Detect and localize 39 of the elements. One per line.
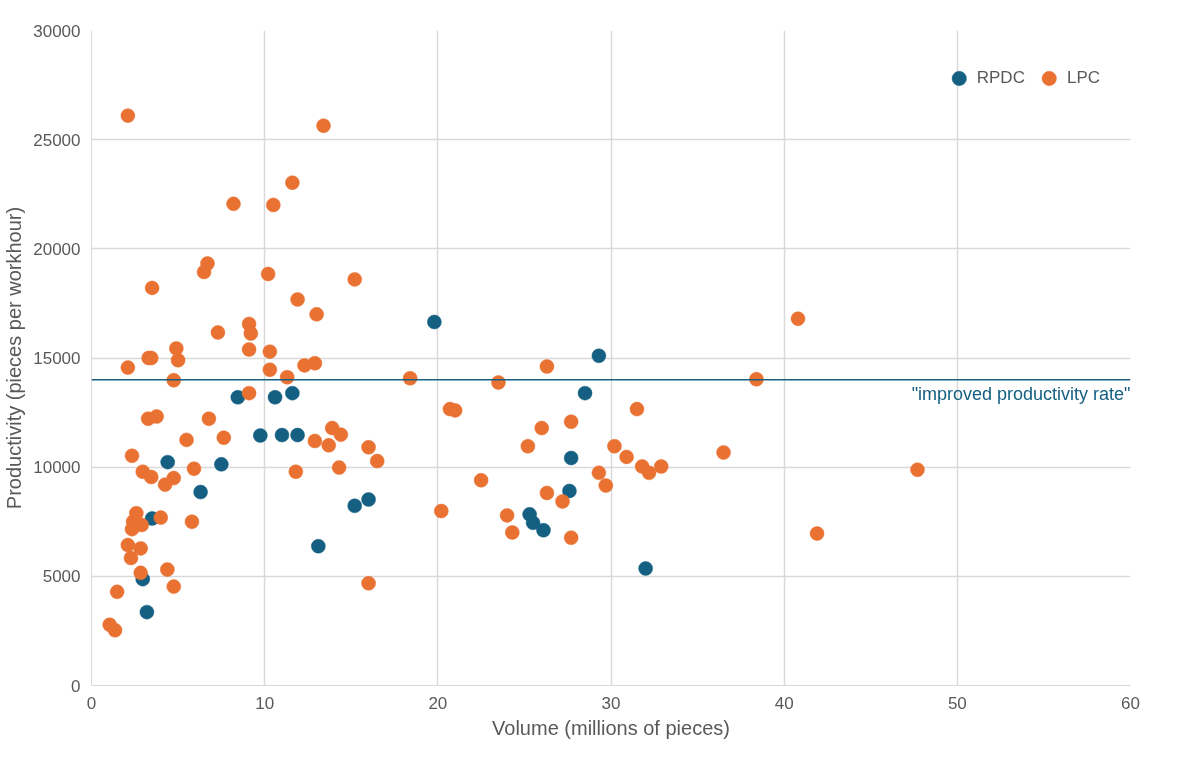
legend-label: LPC xyxy=(1066,68,1100,88)
x-tick-label: 30 xyxy=(601,693,621,713)
point xyxy=(193,484,208,500)
point xyxy=(290,427,305,443)
point xyxy=(562,483,577,499)
point xyxy=(311,538,326,554)
x-tick-label: 60 xyxy=(1121,693,1140,713)
point xyxy=(591,348,607,364)
point xyxy=(253,428,268,443)
y-tick-label: 20000 xyxy=(33,239,81,259)
point xyxy=(525,515,541,531)
x-tick-label: 0 xyxy=(86,693,97,713)
y-tick-label: 0 xyxy=(71,676,81,696)
point xyxy=(285,385,300,401)
point xyxy=(274,427,290,443)
point xyxy=(347,498,362,514)
point xyxy=(577,385,593,401)
y-tick-label: 15000 xyxy=(33,349,81,368)
x-tick-label: 20 xyxy=(428,693,448,713)
x-tick-label: 40 xyxy=(774,693,794,713)
y-tick-label: 10000 xyxy=(33,458,81,478)
ref-line-label: "improved productivity rate" xyxy=(911,383,1131,404)
y-tick-label: 30000 xyxy=(33,21,81,41)
point xyxy=(563,450,579,466)
point xyxy=(536,523,551,538)
point xyxy=(214,457,229,472)
legend-label: RPDC xyxy=(976,68,1025,88)
x-axis-title: Volume (millions of pieces) xyxy=(492,716,730,739)
y-axis-title: Productivity (pieces per workhour) xyxy=(3,206,26,510)
point xyxy=(638,561,653,576)
y-tick-label: 25000 xyxy=(33,130,81,150)
x-tick-label: 10 xyxy=(255,693,275,713)
point xyxy=(160,454,175,470)
point xyxy=(427,314,442,330)
y-tick-label: 5000 xyxy=(42,567,81,587)
x-tick-label: 50 xyxy=(947,693,967,713)
point xyxy=(361,492,376,507)
point xyxy=(267,390,283,405)
point xyxy=(139,604,155,620)
